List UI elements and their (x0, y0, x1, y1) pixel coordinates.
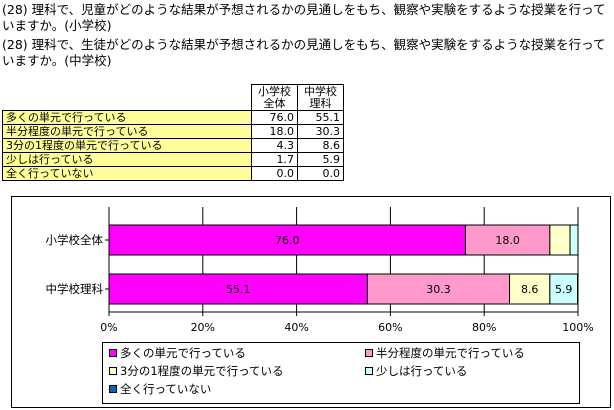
table-cell: 18.0 (251, 124, 298, 139)
table-row-label: 3分の1程度の単元で行っている (2, 138, 252, 153)
legend-item: 全く行っていない (109, 382, 211, 396)
table-row: 3分の1程度の単元で行っている 4.3 8.6 (2, 138, 344, 153)
bar-segment (549, 273, 579, 305)
table-cell: 30.3 (297, 124, 344, 139)
table-header-elementary: 小学校全体 (251, 84, 298, 111)
bar-segment (108, 224, 466, 256)
legend-item: 半分程度の単元で行っている (365, 346, 525, 360)
legend-label: 少しは行っている (376, 364, 468, 378)
x-tick-label: 100% (562, 321, 593, 334)
legend-label: 3分の1程度の単元で行っている (120, 364, 284, 378)
legend-swatch (365, 348, 373, 357)
data-label: 55.1 (226, 283, 251, 296)
table-header-junior-high: 中学校理科 (297, 84, 344, 111)
legend-swatch (109, 384, 117, 393)
table-row: 多くの単元で行っている 76.0 55.1 (2, 110, 344, 125)
table-cell: 0.0 (297, 166, 344, 181)
bar-segment (549, 224, 571, 256)
question-junior-high: (28) 理科で、生徒がどのような結果が予想されるかの見通しをもち、観察や実験を… (2, 37, 606, 68)
legend-label: 半分程度の単元で行っている (376, 346, 525, 360)
legend-label: 多くの単元で行っている (120, 346, 246, 360)
summary-table: 小学校全体 中学校理科 多くの単元で行っている 76.0 55.1 半分程度の単… (2, 84, 344, 181)
table-cell: 5.9 (297, 152, 344, 167)
question-elementary: (28) 理科で、児童がどのような結果が予想されるかの見通しをもち、観察や実験を… (2, 2, 606, 33)
table-cell: 76.0 (251, 110, 298, 125)
data-label: 30.3 (426, 283, 451, 296)
table-cell: 4.3 (251, 138, 298, 153)
x-tick-label: 40% (284, 321, 308, 334)
bar-segment (366, 273, 511, 305)
legend-item: 3分の1程度の単元で行っている (109, 364, 284, 378)
legend-swatch (365, 366, 373, 375)
bar-segment (108, 273, 368, 305)
x-tick-label: 0% (100, 321, 117, 334)
x-tick-label: 20% (191, 321, 215, 334)
table-row: 全く行っていない 0.0 0.0 (2, 166, 344, 181)
legend-item: 少しは行っている (365, 364, 467, 378)
category-label: 中学校理科 (46, 282, 104, 296)
table-cell: 55.1 (297, 110, 344, 125)
table-row-label: 多くの単元で行っている (2, 110, 252, 125)
category-label: 小学校全体 (46, 233, 104, 247)
x-tick-label: 60% (378, 321, 402, 334)
x-tick-label: 80% (472, 321, 496, 334)
chart-area (11, 196, 611, 408)
table-row-label: 全く行っていない (2, 166, 252, 181)
bar-segment (509, 273, 551, 305)
bar-segment (464, 224, 551, 256)
data-label: 18.0 (495, 234, 520, 247)
data-label: 5.9 (555, 283, 573, 296)
table-row: 少しは行っている 1.7 5.9 (2, 152, 344, 167)
legend-label: 全く行っていない (120, 382, 212, 396)
table-cell: 8.6 (297, 138, 344, 153)
legend-swatch (109, 348, 117, 357)
bar-segment (569, 224, 579, 256)
data-label: 76.0 (275, 234, 300, 247)
legend-item: 多くの単元で行っている (109, 346, 246, 360)
legend-swatch (109, 366, 117, 375)
chart-legend: 多くの単元で行っている 半分程度の単元で行っている 3分の1程度の単元で行ってい… (102, 342, 580, 404)
data-label: 8.6 (521, 283, 539, 296)
table-row-label: 少しは行っている (2, 152, 252, 167)
